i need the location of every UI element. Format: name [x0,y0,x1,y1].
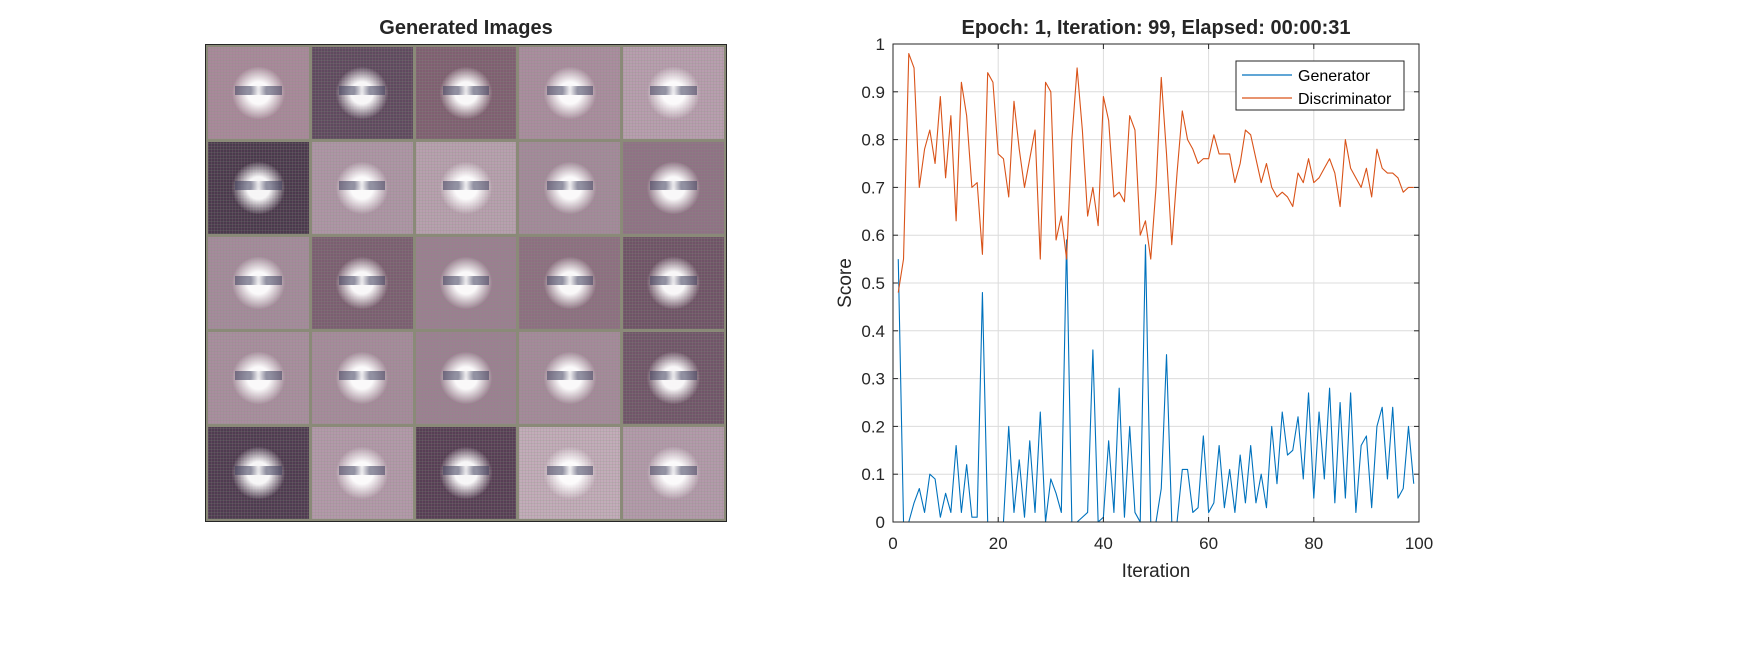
generated-image-tile [519,47,621,139]
generated-image-tile [415,47,517,139]
series-line-generator [897,239,1415,523]
generated-image-tile [623,427,724,519]
x-axis-label: Iteration [1122,561,1191,582]
generated-image-tile [311,332,413,424]
generated-image-tile [519,427,621,519]
generated-images-title: Generated Images [379,17,553,39]
y-tick-label: 0.3 [861,370,885,389]
y-tick-label: 0 [876,513,885,532]
generated-image-tile [519,237,621,329]
series-layer [897,53,1415,523]
generated-image-tile [311,237,413,329]
generated-image-tile [311,142,413,234]
y-tick-label: 0.9 [861,83,885,102]
generated-image-tile [415,427,517,519]
y-axis-label: Score [835,258,856,308]
x-tick-label: 60 [1199,534,1218,553]
generated-image-tile [623,47,724,139]
legend-label-generator: Generator [1298,68,1371,85]
generated-image-tile [415,332,517,424]
generated-image-tile [623,142,724,234]
generated-image-tile [208,237,309,329]
generated-image-tile [415,142,517,234]
y-tick-label: 1 [876,35,885,54]
generated-image-tile [311,47,413,139]
axis-ticks: 0 0.1 0.2 0.3 0.4 0.5 0.6 0.7 0.8 0.9 1 0 20 40 60 80 10… [861,35,1433,553]
series-line-discriminator [897,53,1414,293]
chart-title: Epoch: 1, Iteration: 99, Elapsed: 00:00:… [961,17,1351,39]
generated-image-tile [208,142,309,234]
x-tick-label: 100 [1405,534,1433,553]
legend-label-discriminator: Discriminator [1298,91,1392,108]
generated-image-tile [623,332,724,424]
y-tick-label: 0.8 [861,131,885,150]
generated-image-tile [519,142,621,234]
y-tick-label: 0.6 [861,226,885,245]
chart-legend: Generator Discriminator [1235,60,1405,111]
generated-image-tile [208,332,309,424]
x-tick-label: 40 [1094,534,1113,553]
chart-grid [892,43,1420,523]
y-tick-label: 0.2 [861,417,885,436]
y-tick-label: 0.7 [861,178,885,197]
generated-image-tile [208,427,309,519]
generated-images-grid [205,44,727,522]
generated-image-tile [311,427,413,519]
y-tick-label: 0.4 [861,322,885,341]
generated-image-tile [519,332,621,424]
generated-image-tile [208,47,309,139]
x-tick-label: 0 [888,534,897,553]
generated-image-tile [415,237,517,329]
x-tick-label: 20 [989,534,1008,553]
y-tick-label: 0.5 [861,274,885,293]
generated-image-tile [623,237,724,329]
legend-box [1235,60,1405,111]
y-tick-label: 0.1 [861,465,885,484]
x-tick-label: 80 [1304,534,1323,553]
